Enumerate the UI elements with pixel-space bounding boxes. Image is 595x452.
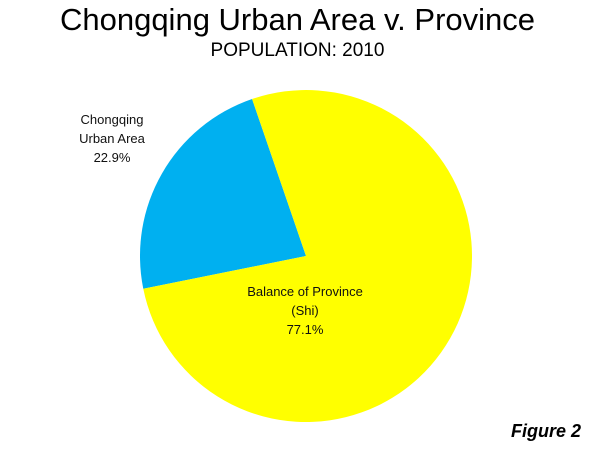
figure-note: Figure 2: [510, 421, 581, 441]
pie-slice: [143, 90, 473, 422]
pie-slice: [140, 99, 306, 289]
chart-subtitle: POPULATION: 2010: [210, 40, 385, 61]
category-label: Chongqing Urban Area: [79, 112, 145, 146]
value-label: 77.1%: [286, 322, 324, 337]
category-label: Balance of Province (Shi): [247, 284, 363, 318]
slice-label: Chongqing Urban Area 22.9%: [62, 110, 162, 167]
chart-title: Chongqing Urban Area v. Province: [59, 2, 536, 37]
value-label: 22.9%: [93, 150, 131, 165]
slice-label: Balance of Province (Shi) 77.1%: [245, 282, 365, 339]
